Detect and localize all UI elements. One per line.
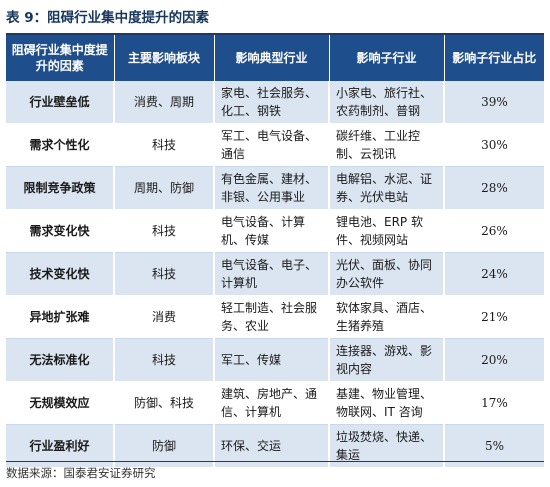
table-header-row: 阻碍行业集中度提升的因素 主要影响板块 影响典型行业 影响子行业 影响子行业占比 [6,35,544,81]
sub-industry-cell: 垃圾焚烧、快递、集运 [328,424,444,468]
share-cell: 20% [443,338,544,382]
sub-industry-cell: 碳纤维、工业控制、云视讯 [328,123,444,167]
share-cell: 17% [443,381,544,425]
title-rule [6,33,544,35]
industry-cell: 电气设备、计算机、传媒 [213,209,329,253]
industry-cell: 有色金属、建材、非银、公用事业 [213,166,329,210]
table-title: 表 9：阻碍行业集中度提升的因素 [6,10,210,26]
header-factor: 阻碍行业集中度提升的因素 [6,35,114,81]
header-share: 影响子行业占比 [443,35,544,81]
industry-cell: 军工、电气设备、通信 [213,123,329,167]
factor-cell: 异地扩张难 [6,295,114,339]
block-cell: 科技 [113,123,214,167]
table-row: 行业壁垒低 消费、周期 家电、社会服务、化工、钢铁 小家电、旅行社、农药制剂、普… [6,81,544,124]
block-cell: 防御 [113,424,214,468]
share-cell: 28% [443,166,544,210]
data-source-note: 数据来源：国泰君安证券研究 [6,466,156,480]
share-cell: 21% [443,295,544,339]
industry-cell: 家电、社会服务、化工、钢铁 [213,81,329,124]
header-industry: 影响典型行业 [213,35,329,81]
sub-industry-cell: 电解铝、水泥、证券、光伏电站 [328,166,444,210]
header-block: 主要影响板块 [113,35,214,81]
table-row: 技术变化快 科技 电气设备、电子、计算机 光伏、面板、协同办公软件 24% [6,252,544,296]
industry-cell: 电气设备、电子、计算机 [213,252,329,296]
factor-cell: 技术变化快 [6,252,114,296]
industry-cell: 军工、传媒 [213,338,329,382]
industry-cell: 轻工制造、社会服务、农业 [213,295,329,339]
table-row: 需求个性化 科技 军工、电气设备、通信 碳纤维、工业控制、云视讯 30% [6,123,544,167]
block-cell: 科技 [113,209,214,253]
share-cell: 24% [443,252,544,296]
table-bottom-rule [6,461,544,462]
table-row: 行业盈利好 防御 环保、交运 垃圾焚烧、快递、集运 5% [6,424,544,468]
header-sub-industry: 影响子行业 [328,35,444,81]
sub-industry-cell: 锂电池、ERP 软件、视频网站 [328,209,444,253]
industry-cell: 环保、交运 [213,424,329,468]
sub-industry-cell: 基建、物业管理、物联网、IT 咨询 [328,381,444,425]
factor-cell: 行业盈利好 [6,424,114,468]
block-cell: 科技 [113,252,214,296]
block-cell: 防御、科技 [113,381,214,425]
factor-cell: 无规模效应 [6,381,114,425]
sub-industry-cell: 小家电、旅行社、农药制剂、普钢 [328,81,444,124]
factor-cell: 需求变化快 [6,209,114,253]
table-row: 异地扩张难 消费 轻工制造、社会服务、农业 软体家具、酒店、生猪养殖 21% [6,295,544,339]
block-cell: 周期、防御 [113,166,214,210]
sub-industry-cell: 光伏、面板、协同办公软件 [328,252,444,296]
factor-cell: 行业壁垒低 [6,81,114,124]
industry-cell: 建筑、房地产、通信、计算机 [213,381,329,425]
table-row: 无法标准化 科技 军工、传媒 连接器、游戏、影视内容 20% [6,338,544,382]
block-cell: 消费 [113,295,214,339]
share-cell: 5% [443,424,544,468]
share-cell: 39% [443,81,544,124]
table-row: 限制竞争政策 周期、防御 有色金属、建材、非银、公用事业 电解铝、水泥、证券、光… [6,166,544,210]
share-cell: 26% [443,209,544,253]
sub-industry-cell: 连接器、游戏、影视内容 [328,338,444,382]
block-cell: 消费、周期 [113,81,214,124]
table-row: 无规模效应 防御、科技 建筑、房地产、通信、计算机 基建、物业管理、物联网、IT… [6,381,544,425]
factors-table: 阻碍行业集中度提升的因素 主要影响板块 影响典型行业 影响子行业 影响子行业占比… [6,35,544,468]
factor-cell: 限制竞争政策 [6,166,114,210]
block-cell: 科技 [113,338,214,382]
factor-cell: 需求个性化 [6,123,114,167]
share-cell: 30% [443,123,544,167]
sub-industry-cell: 软体家具、酒店、生猪养殖 [328,295,444,339]
factor-cell: 无法标准化 [6,338,114,382]
table-row: 需求变化快 科技 电气设备、计算机、传媒 锂电池、ERP 软件、视频网站 26% [6,209,544,253]
